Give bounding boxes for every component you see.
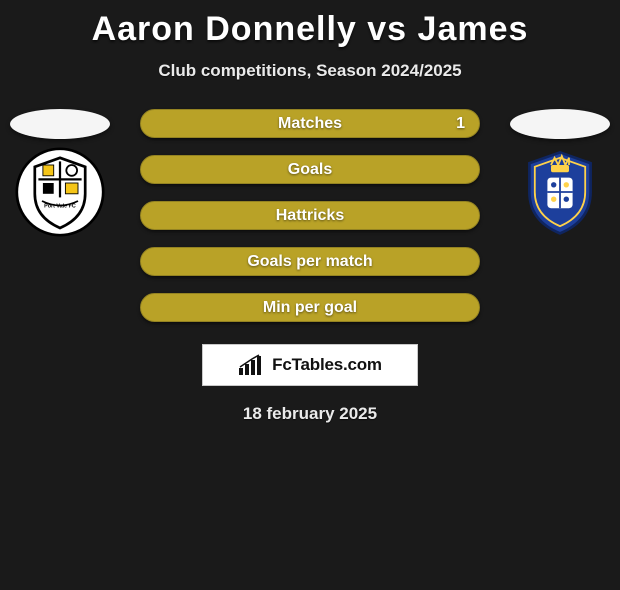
stat-label: Hattricks — [276, 207, 344, 225]
left-badge-q1-icon — [43, 165, 54, 176]
stat-label: Goals per match — [247, 253, 372, 271]
right-club-badge — [510, 149, 610, 234]
stat-bar-hattricks: Hattricks — [140, 201, 480, 230]
subtitle: Club competitions, Season 2024/2025 — [0, 61, 620, 81]
page-title: Aaron Donnelly vs James — [0, 10, 620, 49]
right-badge-dot2-icon — [564, 182, 569, 187]
right-badge-dot4-icon — [564, 196, 569, 201]
left-placeholder-ellipse — [10, 109, 110, 139]
right-badge-dot3-icon — [551, 196, 556, 201]
stats-bars: Matches 1 Goals Hattricks Goals per matc… — [140, 109, 480, 322]
brand-box: FcTables.com — [202, 344, 418, 386]
right-side — [510, 109, 610, 234]
right-placeholder-ellipse — [510, 109, 610, 139]
stat-label: Min per goal — [263, 299, 357, 317]
left-side: Port Vale FC — [10, 109, 110, 234]
stat-label: Goals — [288, 161, 332, 179]
right-badge-dot1-icon — [551, 182, 556, 187]
stat-label: Matches — [278, 115, 342, 133]
left-badge-q3-icon — [43, 183, 54, 194]
stat-bar-goals-per-match: Goals per match — [140, 247, 480, 276]
comparison-stage: Port Vale FC Matches 1 — [0, 109, 620, 322]
date-text: 18 february 2025 — [0, 404, 620, 424]
stat-bar-matches: Matches 1 — [140, 109, 480, 138]
left-badge-q4-icon — [65, 183, 78, 194]
left-badge-text: Port Vale FC — [44, 203, 76, 209]
brand-text: FcTables.com — [272, 355, 382, 375]
right-badge-crown-icon — [551, 165, 569, 172]
left-club-badge: Port Vale FC — [10, 149, 110, 234]
bar-chart-icon — [238, 354, 266, 376]
stat-bar-goals: Goals — [140, 155, 480, 184]
stat-bar-min-per-goal: Min per goal — [140, 293, 480, 322]
stat-value-right: 1 — [456, 115, 465, 133]
